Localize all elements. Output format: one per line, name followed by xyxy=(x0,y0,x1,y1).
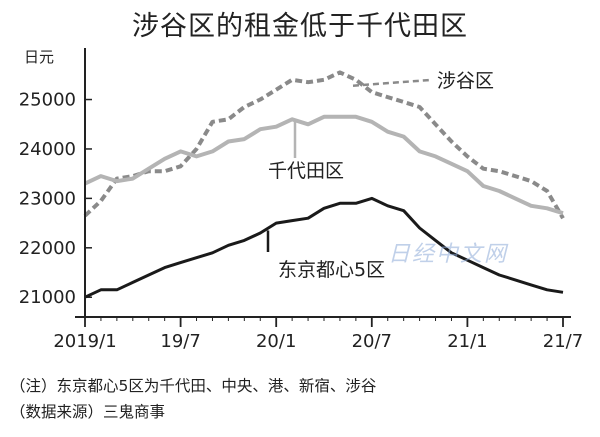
x-tick-label: 2019/1 xyxy=(53,331,116,352)
footnote: （注）东京都心5区为千代田、中央、港、新宿、涉谷 xyxy=(10,377,377,395)
y-tick-group: 21000 22000 23000 24000 25000 xyxy=(19,90,92,308)
y-tick-label: 21000 xyxy=(19,287,76,308)
series-label-tokyo5: 东京都心5区 xyxy=(278,259,385,281)
y-tick-label: 25000 xyxy=(19,90,76,111)
x-tick-label: 20/1 xyxy=(256,331,296,352)
series-line-shibuya xyxy=(83,70,565,220)
x-tick-label: 19/7 xyxy=(160,331,200,352)
y-tick-label: 22000 xyxy=(19,238,76,259)
series-lines xyxy=(83,70,565,299)
y-axis-unit: 日元 xyxy=(24,48,55,66)
series-label-chiyoda: 千代田区 xyxy=(268,160,344,182)
series-label-shibuya: 涉谷区 xyxy=(437,70,494,92)
watermark-logo: 日经中文网 xyxy=(388,242,509,267)
x-tick-label: 21/7 xyxy=(543,331,583,352)
series-line-tokyo5 xyxy=(84,196,564,299)
x-tick-label: 20/7 xyxy=(352,331,392,352)
x-tick-label: 21/1 xyxy=(447,331,487,352)
series-line-chiyoda xyxy=(84,114,564,216)
axes: 2019/1 19/7 20/1 20/7 21/1 21/7 xyxy=(53,48,583,352)
y-tick-label: 24000 xyxy=(19,139,76,160)
leader-line-shibuya xyxy=(352,78,431,87)
source-note: （数据来源）三鬼商事 xyxy=(10,403,166,421)
y-tick-label: 23000 xyxy=(19,188,76,209)
chart-title: 涉谷区的租金低于千代田区 xyxy=(132,11,468,42)
